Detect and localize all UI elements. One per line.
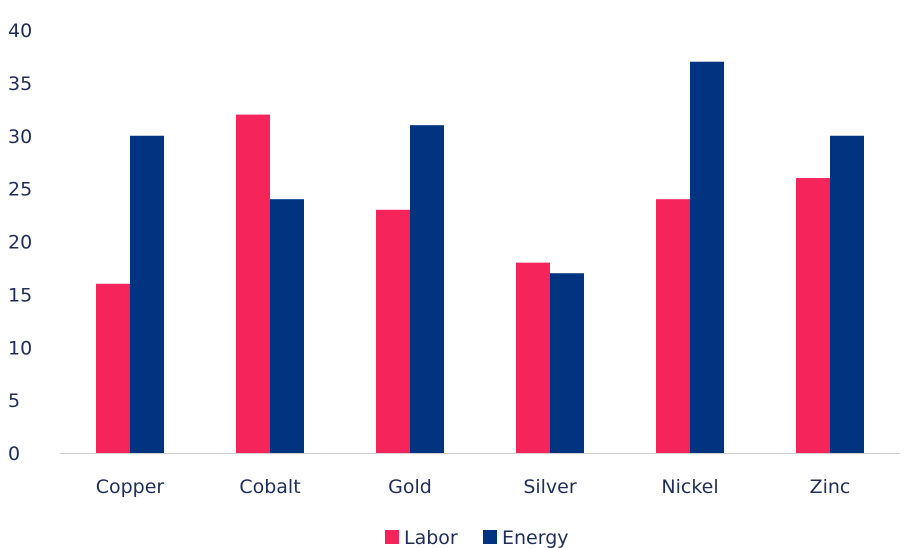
bar-energy-cobalt	[270, 199, 304, 453]
bar-energy-copper	[130, 135, 164, 453]
bar-labor-cobalt	[236, 114, 270, 453]
y-tick-label: 5	[8, 390, 20, 412]
x-axis: Copper Cobalt Gold Silver Nickel Zinc	[96, 476, 851, 498]
bar-labor-nickel	[656, 199, 690, 453]
bar-labor-zinc	[796, 178, 830, 454]
bar-energy-gold	[410, 125, 444, 454]
y-tick-label: 15	[8, 284, 32, 306]
x-tick-label: Zinc	[810, 476, 851, 498]
y-tick-label: 25	[8, 179, 32, 201]
y-tick-label: 20	[8, 232, 32, 254]
legend-label-energy: Energy	[502, 527, 569, 548]
bar-labor-gold	[376, 209, 410, 453]
legend-label-labor: Labor	[404, 527, 458, 548]
legend: Labor Energy	[385, 527, 569, 548]
y-tick-label: 0	[8, 443, 20, 465]
bar-labor-copper	[96, 283, 130, 453]
x-tick-label: Silver	[523, 476, 577, 498]
x-tick-label: Cobalt	[239, 476, 300, 498]
legend-swatch-labor	[385, 530, 399, 544]
y-tick-label: 30	[8, 126, 32, 148]
bar-labor-silver	[516, 262, 550, 453]
x-tick-label: Nickel	[661, 476, 718, 498]
y-tick-label: 35	[8, 73, 32, 95]
x-tick-label: Copper	[96, 476, 165, 498]
bar-energy-silver	[550, 273, 584, 453]
bars	[96, 61, 864, 454]
bar-energy-nickel	[690, 61, 724, 453]
y-tick-label: 40	[8, 20, 32, 42]
legend-swatch-energy	[483, 530, 497, 544]
y-tick-label: 10	[8, 337, 32, 359]
bar-energy-zinc	[830, 135, 864, 453]
y-axis: 0 5 10 15 20 25 30 35 40	[8, 20, 32, 465]
x-tick-label: Gold	[388, 476, 432, 498]
